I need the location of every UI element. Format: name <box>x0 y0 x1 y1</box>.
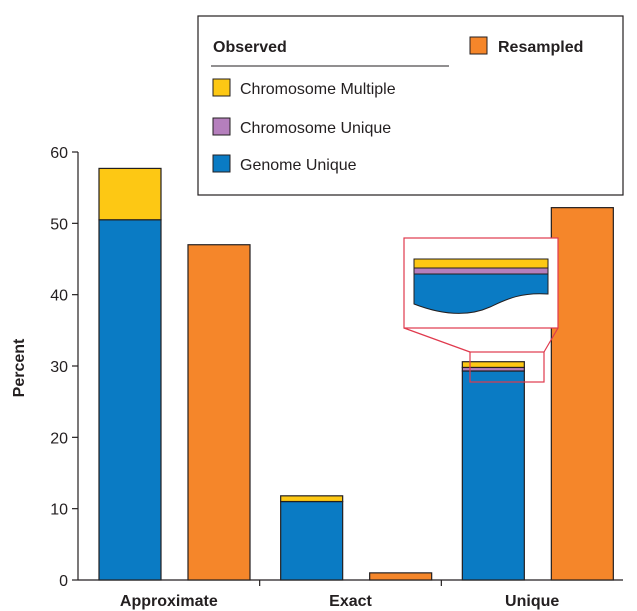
bar-observed-genome-unique-unique <box>461 370 525 581</box>
legend-swatch-chromosome-unique <box>212 117 231 136</box>
zoom-callout <box>403 237 559 383</box>
zoom-chromosome-multiple <box>413 258 549 269</box>
zoom-connector-right <box>543 327 559 353</box>
zoom-connector-left <box>403 327 471 353</box>
y-tick-label: 50 <box>50 216 68 233</box>
y-tick-label: 0 <box>59 573 68 590</box>
bar-observed-genome-unique-exact <box>280 500 344 581</box>
x-category-label: Exact <box>329 593 372 610</box>
x-category-label: Approximate <box>120 593 218 610</box>
legend-swatch-chromosome-multiple <box>212 78 231 97</box>
bar-resampled-exact <box>369 572 433 581</box>
legend-observed-heading: Observed <box>213 39 287 56</box>
x-category-label: Unique <box>505 593 559 610</box>
legend: Observed Resampled Chromosome Multiple C… <box>197 15 624 196</box>
legend-frame <box>197 15 624 196</box>
bar-resampled-unique <box>550 207 614 581</box>
x-ticks: Approximate Exact Unique <box>120 580 559 610</box>
y-tick-label: 10 <box>50 502 68 519</box>
y-tick-label: 40 <box>50 288 68 305</box>
zoom-source-box <box>469 351 545 383</box>
bar-observed-genome-unique-approximate <box>98 219 162 581</box>
bar-observed-chromosome-multiple-unique <box>461 361 525 369</box>
legend-label-genome-unique: Genome Unique <box>240 157 357 174</box>
y-axis-title: Percent <box>11 338 28 397</box>
y-ticks: 0 10 20 30 40 50 60 <box>50 145 78 590</box>
y-tick-label: 20 <box>50 430 68 447</box>
zoom-chromosome-unique <box>413 267 549 275</box>
zoom-genome-unique <box>413 273 549 314</box>
bar-observed-chromosome-multiple-exact <box>280 495 344 503</box>
y-tick-label: 30 <box>50 359 68 376</box>
legend-label-resampled: Resampled <box>498 39 583 56</box>
legend-swatch-genome-unique <box>212 154 231 173</box>
bar-resampled-approximate <box>187 244 251 581</box>
bar-observed-chromosome-multiple-approximate <box>98 167 162 221</box>
legend-label-chromosome-unique: Chromosome Unique <box>240 120 391 137</box>
y-tick-label: 60 <box>50 145 68 162</box>
legend-swatch-resampled <box>469 36 488 55</box>
legend-label-chromosome-multiple: Chromosome Multiple <box>240 81 396 98</box>
bars <box>98 167 614 581</box>
